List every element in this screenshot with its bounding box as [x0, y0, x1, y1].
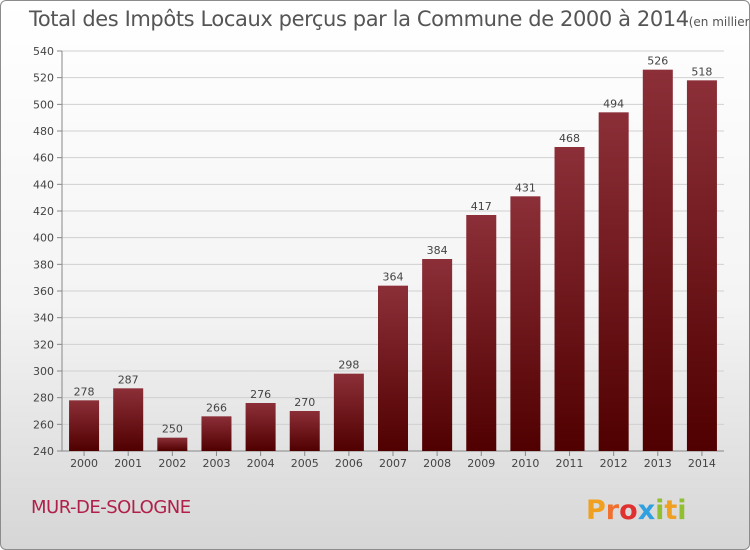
- commune-name: MUR-DE-SOLOGNE: [31, 497, 191, 518]
- bar-2002: [157, 437, 188, 451]
- bar-2000: [69, 400, 100, 451]
- data-label: 276: [250, 388, 271, 401]
- y-tick-label: 540: [33, 45, 54, 58]
- bar-2009: [466, 215, 497, 451]
- y-tick-label: 260: [33, 418, 54, 431]
- x-tick-label: 2007: [379, 457, 407, 470]
- y-tick-label: 460: [33, 152, 54, 165]
- proxiti-logo-mark: Proxiti: [586, 495, 687, 526]
- y-tick-label: 320: [33, 338, 54, 351]
- chart-title-text: Total des Impôts Locaux perçus par la Co…: [29, 7, 689, 31]
- x-tick-label: 2010: [511, 457, 539, 470]
- y-tick-label: 300: [33, 365, 54, 378]
- data-label: 417: [471, 200, 492, 213]
- x-tick-label: 2003: [202, 457, 230, 470]
- data-label: 250: [162, 423, 183, 436]
- chart-unit-label: (en milliers d'€): [688, 15, 750, 29]
- data-label: 364: [383, 271, 404, 284]
- x-tick-label: 2006: [335, 457, 363, 470]
- y-tick-label: 500: [33, 98, 54, 111]
- data-label: 384: [427, 244, 448, 257]
- y-tick-label: 400: [33, 232, 54, 245]
- bar-2012: [598, 112, 629, 451]
- proxiti-logo[interactable]: Proxiti: [584, 491, 694, 535]
- labels: 240 260 280 300 320 340 360 380 400 420 440 460 480 5…: [33, 45, 716, 470]
- bar-2008: [422, 259, 453, 451]
- bar-2003: [201, 416, 232, 451]
- data-label: 298: [338, 359, 359, 372]
- x-tick-label: 2005: [291, 457, 319, 470]
- x-tick-label: 2012: [600, 457, 628, 470]
- x-tick-label: 2000: [70, 457, 98, 470]
- data-label: 266: [206, 401, 227, 414]
- x-tick-label: 2004: [247, 457, 275, 470]
- y-tick-label: 380: [33, 258, 54, 271]
- y-tick-label: 520: [33, 72, 54, 85]
- x-tick-label: 2009: [467, 457, 495, 470]
- chart-title: Total des Impôts Locaux perçus par la Co…: [29, 7, 750, 31]
- bar-2014: [686, 80, 717, 451]
- y-tick-label: 480: [33, 125, 54, 138]
- data-label: 278: [74, 385, 95, 398]
- bars: [69, 69, 717, 452]
- bar-2004: [245, 403, 276, 451]
- bar-2001: [113, 388, 144, 451]
- data-label: 287: [118, 373, 139, 386]
- y-tick-label: 280: [33, 392, 54, 405]
- y-tick-label: 440: [33, 178, 54, 191]
- x-tick-label: 2011: [556, 457, 584, 470]
- bar-2013: [642, 69, 673, 452]
- bar-2006: [333, 373, 364, 451]
- x-tick-label: 2013: [644, 457, 672, 470]
- data-label: 526: [647, 55, 668, 68]
- x-tick-label: 2001: [114, 457, 142, 470]
- x-tick-label: 2002: [158, 457, 186, 470]
- bar-2010: [510, 196, 541, 451]
- bar-2011: [554, 147, 585, 451]
- y-tick-label: 420: [33, 205, 54, 218]
- y-tick-label: 360: [33, 285, 54, 298]
- data-label: 431: [515, 181, 536, 194]
- x-tick-label: 2008: [423, 457, 451, 470]
- data-label: 518: [691, 65, 712, 78]
- bar-2005: [289, 411, 320, 451]
- data-label: 494: [603, 97, 624, 110]
- data-label: 270: [294, 396, 315, 409]
- bar-2007: [377, 285, 409, 451]
- y-tick-label: 240: [33, 445, 54, 458]
- proxiti-logo-letters: Proxiti: [586, 495, 687, 526]
- x-tick-label: 2014: [688, 457, 716, 470]
- data-label: 468: [559, 132, 580, 145]
- y-tick-label: 340: [33, 312, 54, 325]
